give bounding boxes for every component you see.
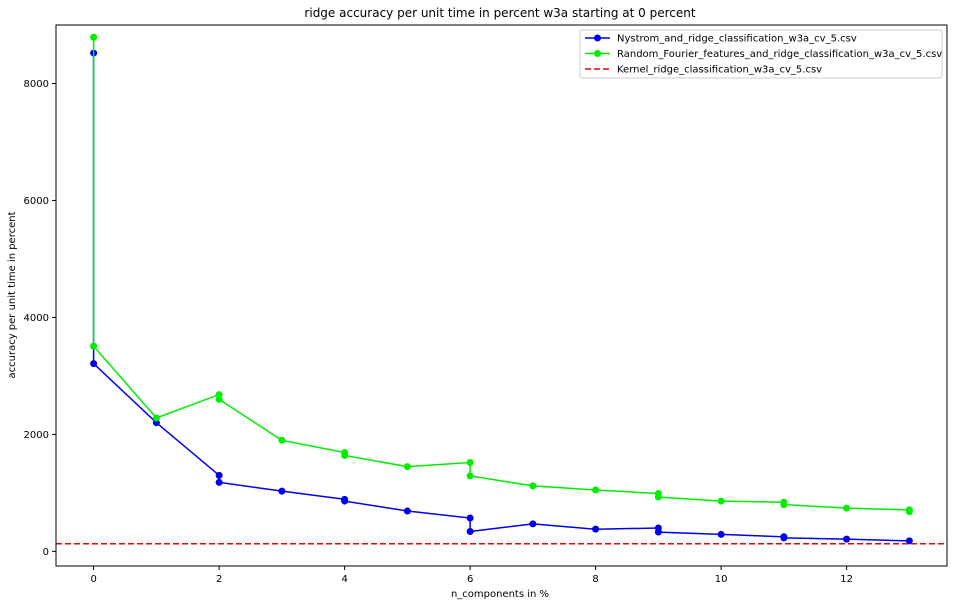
chart-title: ridge accuracy per unit time in percent … [304, 6, 695, 20]
series-0-point [215, 471, 223, 479]
x-tick-label: 2 [216, 574, 222, 585]
y-tick-label: 4000 [24, 313, 49, 324]
series-0-point [466, 527, 474, 535]
series-0-point [905, 537, 913, 545]
legend-entry-2: Kernel_ridge_classification_w3a_cv_5.csv [617, 65, 822, 76]
legend-entry-1: Random_Fourier_features_and_ridge_classi… [617, 49, 942, 60]
x-axis-label: n_components in % [451, 589, 549, 600]
series-0-point [780, 534, 788, 542]
series-1-point [215, 395, 223, 403]
legend: Nystrom_and_ridge_classification_w3a_cv_… [579, 29, 943, 79]
series-1-point [905, 508, 913, 516]
series-0-point [529, 520, 537, 528]
plot-frame [55, 24, 948, 567]
x-tick-label: 12 [840, 574, 853, 585]
legend-box [579, 29, 943, 79]
series-1-point [780, 501, 788, 509]
y-tick-label: 0 [43, 547, 49, 558]
x-tick-label: 6 [467, 574, 473, 585]
series-1-point [90, 33, 98, 41]
series-1-point [152, 414, 160, 422]
y-axis-label: accuracy per unit time in percent [7, 211, 18, 378]
y-axis: 0 2000 4000 6000 8000 [24, 79, 56, 558]
series-0-point [215, 478, 223, 486]
series-layer [56, 33, 947, 545]
series-0-point [843, 535, 851, 543]
x-tick-label: 0 [90, 574, 96, 585]
series-1-point [466, 472, 474, 480]
x-axis: 0 2 4 6 8 10 12 [90, 566, 853, 585]
series-0-point [278, 487, 286, 495]
x-tick-label: 4 [341, 574, 347, 585]
series-0-point [466, 514, 474, 522]
y-tick-label: 2000 [24, 430, 49, 441]
series-1-point [341, 451, 349, 459]
series-0-point [654, 528, 662, 536]
y-tick-label: 8000 [24, 79, 49, 90]
y-tick-label: 6000 [24, 196, 49, 207]
plot-background [56, 25, 947, 566]
x-tick-label: 10 [715, 574, 728, 585]
x-tick-label: 8 [592, 574, 598, 585]
series-1-point [90, 342, 98, 350]
series-0-point [403, 507, 411, 515]
series-1-point [403, 463, 411, 471]
series-0-point [90, 360, 98, 368]
series-1-point [278, 436, 286, 444]
legend-entry-0: Nystrom_and_ridge_classification_w3a_cv_… [617, 34, 857, 45]
series-1-point [529, 482, 537, 490]
series-0-point [592, 525, 600, 533]
series-1-point [592, 486, 600, 494]
series-1-point [717, 497, 725, 505]
series-0-point [341, 497, 349, 505]
legend-marker-1 [594, 50, 601, 57]
series-0-point [717, 530, 725, 538]
series-1-point [843, 504, 851, 512]
series-1-point [654, 493, 662, 501]
series-1-point [466, 458, 474, 466]
legend-marker-0 [594, 34, 601, 42]
